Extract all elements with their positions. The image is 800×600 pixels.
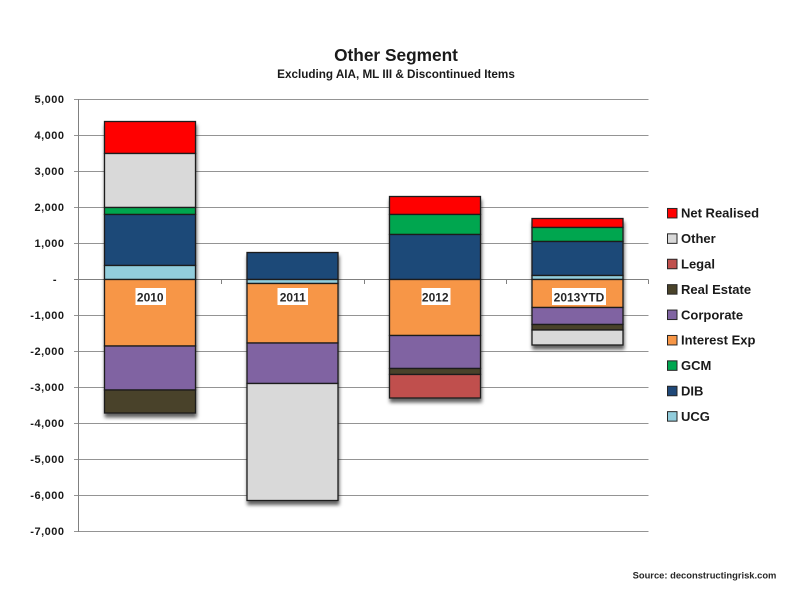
svg-text:Source: deconstructingrisk.com: Source: deconstructingrisk.com <box>633 570 777 581</box>
svg-text:2011: 2011 <box>280 291 306 305</box>
svg-text:-4,000: -4,000 <box>30 418 64 430</box>
svg-text:-1,000: -1,000 <box>30 310 64 322</box>
svg-text:Net Realised: Net Realised <box>681 206 759 221</box>
svg-text:UCG: UCG <box>681 409 710 424</box>
svg-text:-2,000: -2,000 <box>30 346 64 358</box>
svg-text:2010: 2010 <box>137 291 164 305</box>
svg-text:DIB: DIB <box>681 384 703 399</box>
svg-text:Interest Exp: Interest Exp <box>681 333 755 348</box>
svg-text:Legal: Legal <box>681 257 715 272</box>
svg-text:-5,000: -5,000 <box>30 454 64 466</box>
svg-text:Corporate: Corporate <box>681 307 743 322</box>
svg-text:GCM: GCM <box>681 358 711 373</box>
svg-text:-6,000: -6,000 <box>30 490 64 502</box>
svg-text:-3,000: -3,000 <box>30 382 64 394</box>
svg-text:Other Segment: Other Segment <box>334 45 458 65</box>
svg-text:2,000: 2,000 <box>34 202 64 214</box>
svg-text:-7,000: -7,000 <box>30 526 64 538</box>
svg-text:Excluding AIA, ML III & Discon: Excluding AIA, ML III & Discontinued Ite… <box>277 68 515 81</box>
svg-text:-: - <box>53 274 57 286</box>
svg-text:5,000: 5,000 <box>34 94 64 106</box>
svg-text:4,000: 4,000 <box>34 130 64 142</box>
svg-text:2013YTD: 2013YTD <box>554 291 605 305</box>
svg-text:Real Estate: Real Estate <box>681 282 751 297</box>
svg-text:Other: Other <box>681 231 716 246</box>
svg-text:1,000: 1,000 <box>34 238 64 250</box>
svg-text:2012: 2012 <box>422 291 449 305</box>
svg-text:3,000: 3,000 <box>34 166 64 178</box>
